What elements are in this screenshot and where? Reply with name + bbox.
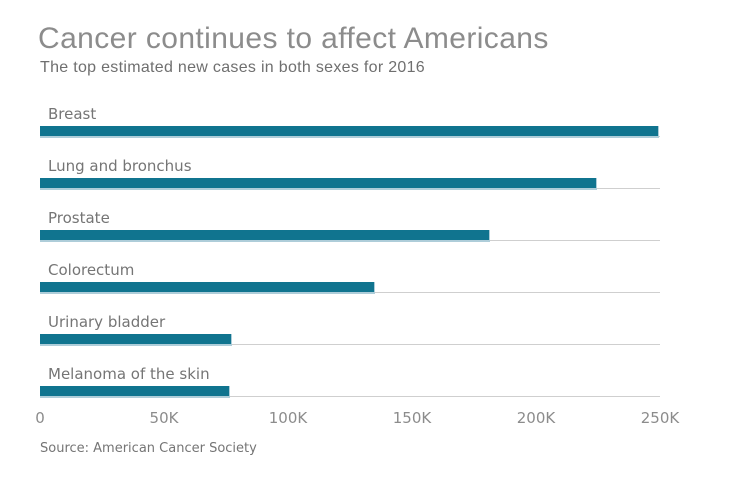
x-axis-tick-label: 250K: [640, 409, 680, 427]
chart-title: Cancer continues to affect Americans: [38, 22, 549, 55]
plot-area: Breast Lung and bronchus Prostate Colorectu…: [35, 0, 679, 440]
category-label: Melanoma of the skin: [48, 365, 210, 383]
x-axis-tick-label: 200K: [516, 409, 556, 427]
x-axis-tick-label: 0: [35, 409, 45, 427]
x-axis-tick-label: 50K: [149, 409, 179, 427]
x-axis-tick-label: 100K: [268, 409, 308, 427]
category-label: Urinary bladder: [48, 313, 166, 331]
category-label: Prostate: [48, 209, 110, 227]
bar: [40, 230, 490, 242]
bar: [40, 178, 597, 190]
x-axis-tick-label: 150K: [392, 409, 432, 427]
row-baseline: [40, 396, 660, 397]
source-note: Source: American Cancer Society: [40, 441, 257, 456]
row-baseline: [40, 344, 660, 345]
bar: [40, 282, 375, 294]
bar: [40, 386, 230, 398]
category-label: Colorectum: [48, 261, 135, 279]
bar: [40, 126, 659, 138]
chart-subtitle: The top estimated new cases in both sexe…: [40, 59, 425, 76]
category-label: Breast: [48, 105, 97, 123]
bar: [40, 334, 232, 346]
category-label: Lung and bronchus: [48, 157, 192, 175]
